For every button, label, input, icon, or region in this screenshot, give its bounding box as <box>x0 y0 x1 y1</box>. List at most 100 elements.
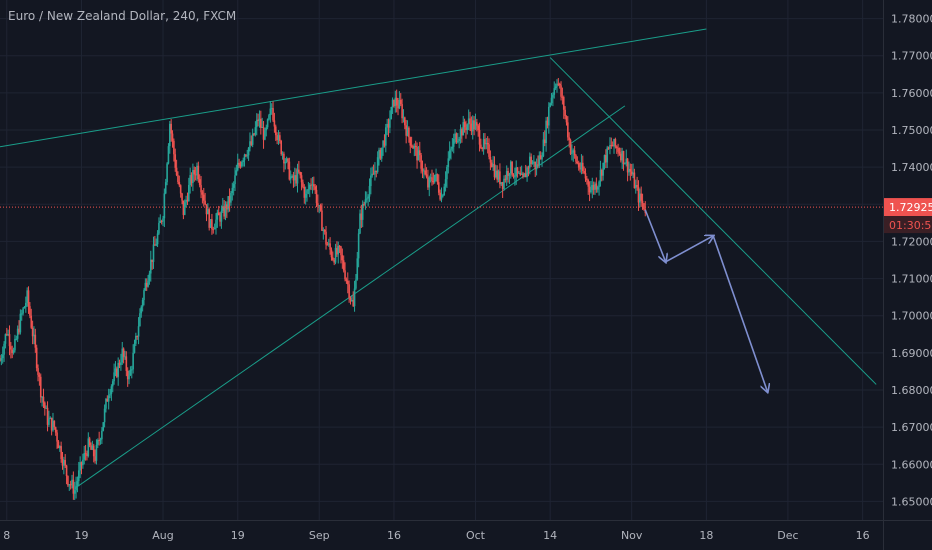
candle-body <box>141 299 144 307</box>
candle-body <box>592 185 595 190</box>
candle-body <box>284 161 287 164</box>
candle-body <box>202 194 205 201</box>
candle-body <box>192 170 194 184</box>
candle-body <box>318 205 321 207</box>
candle-body <box>26 290 28 303</box>
candle-body <box>605 155 607 163</box>
candle-body <box>480 144 482 149</box>
candle-body <box>73 490 76 494</box>
candle-body <box>495 170 497 178</box>
candle-body <box>307 189 310 191</box>
candle-body <box>527 167 530 169</box>
x-tick-label: Sep <box>309 529 330 542</box>
candle-body <box>485 142 488 145</box>
candle-body <box>72 479 75 494</box>
candle-body <box>416 146 418 161</box>
candle-body <box>109 394 111 396</box>
candle-body <box>19 313 22 333</box>
candle-body <box>201 192 204 195</box>
candle-body <box>186 199 189 202</box>
candle-body <box>507 171 509 176</box>
candle-body <box>364 199 367 205</box>
candle-body <box>371 173 374 176</box>
candle-body <box>185 199 187 203</box>
candle-body <box>461 129 463 136</box>
candle-body <box>83 453 86 460</box>
candle-body <box>337 246 340 255</box>
candle-body <box>512 174 515 177</box>
candle-body <box>273 120 276 127</box>
candle-body <box>61 458 64 466</box>
falling-trendline[interactable] <box>549 57 877 385</box>
candle-body <box>92 445 95 457</box>
candle-body <box>333 259 335 263</box>
candle-body <box>224 204 227 217</box>
candle-body <box>4 334 7 344</box>
candle-body <box>308 184 311 190</box>
candle-body <box>622 151 625 164</box>
candle-body <box>5 334 8 336</box>
y-tick-label: 1.74000 <box>891 161 932 174</box>
candle-body <box>360 213 363 220</box>
upper-channel-line[interactable] <box>0 28 707 148</box>
candle-body <box>265 127 268 131</box>
projection-arrow[interactable] <box>665 236 714 263</box>
candle-body <box>458 138 460 142</box>
candle-body <box>148 273 151 281</box>
candle-body <box>25 302 27 307</box>
candle-body <box>254 127 257 135</box>
candle-body <box>33 334 35 337</box>
candle-body <box>406 127 409 136</box>
candle-body <box>213 228 216 230</box>
candle-body <box>198 179 201 186</box>
candle-body <box>54 427 57 433</box>
y-tick-label: 1.75000 <box>891 124 932 137</box>
candle-body <box>581 162 584 172</box>
candle-body <box>562 97 565 110</box>
candle-body <box>293 175 296 181</box>
candle-body <box>610 144 613 146</box>
candle-body <box>520 173 523 176</box>
candle-body <box>48 418 50 425</box>
candle-body <box>53 420 56 428</box>
x-tick-label: 19 <box>75 529 89 542</box>
candle-body <box>178 182 181 186</box>
candle-body <box>251 133 254 145</box>
candle-body <box>552 94 554 98</box>
candle-body <box>486 142 489 145</box>
candle-body <box>614 139 617 147</box>
projection-arrow[interactable] <box>644 209 665 262</box>
candle-body <box>336 247 338 255</box>
y-tick-label: 1.67000 <box>891 421 932 434</box>
candle-body <box>245 154 247 156</box>
candle-body <box>326 244 329 246</box>
candle-body <box>429 177 432 179</box>
candle-body <box>404 117 406 126</box>
candle-body <box>221 206 224 211</box>
candle-body <box>95 444 98 461</box>
candle-body <box>499 171 501 185</box>
candle-body <box>473 120 475 130</box>
candle-body <box>591 185 594 191</box>
candle-body <box>76 481 79 486</box>
candle-body <box>145 282 148 287</box>
last-price-label: 1.72925 <box>889 201 932 214</box>
candle-body <box>632 172 634 175</box>
candle-body <box>15 338 18 340</box>
projection-arrow[interactable] <box>712 235 767 392</box>
candle-body <box>243 154 246 161</box>
candle-body <box>543 139 546 144</box>
x-tick-label: 16 <box>856 529 870 542</box>
x-tick-label: Dec <box>777 529 798 542</box>
candle-body <box>246 155 249 157</box>
candle-body <box>262 126 265 140</box>
candle-body <box>351 300 353 302</box>
candle-body <box>317 203 319 206</box>
candle-body <box>490 162 493 167</box>
candle-body <box>440 196 443 200</box>
candle-body <box>394 97 397 107</box>
candle-body <box>147 280 149 287</box>
candle-body <box>311 184 314 186</box>
candle-body <box>457 141 459 143</box>
